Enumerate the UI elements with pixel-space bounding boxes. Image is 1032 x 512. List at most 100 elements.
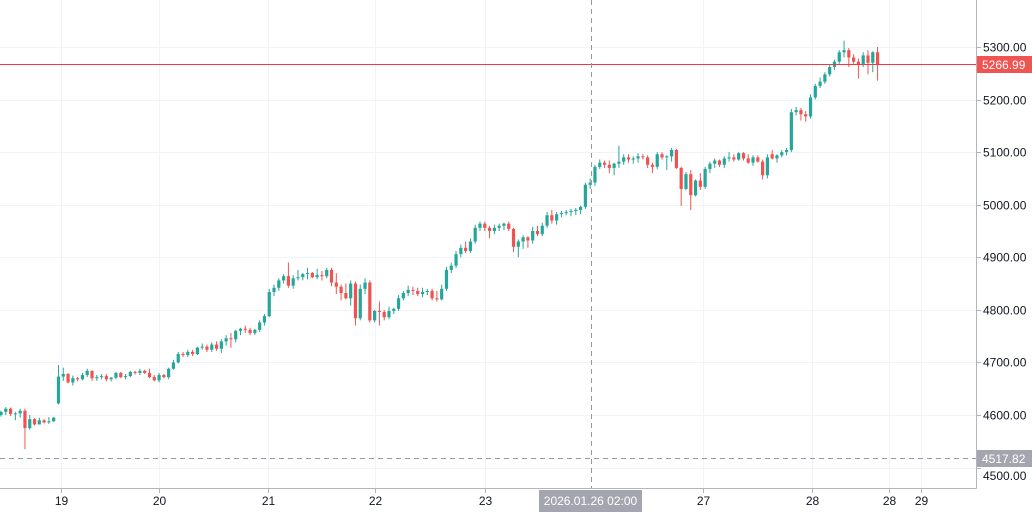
candle: [114, 371, 118, 380]
candle-body: [813, 85, 817, 98]
candle-body: [262, 316, 267, 323]
candle: [99, 373, 104, 380]
candle-body: [852, 57, 856, 62]
candle-body: [842, 50, 846, 53]
candle-body: [315, 275, 319, 278]
candle-body: [449, 265, 453, 270]
candle-body: [492, 227, 496, 231]
candle: [56, 365, 61, 405]
candle: [90, 370, 94, 381]
candle: [679, 166, 683, 206]
candle: [353, 281, 358, 326]
candle: [301, 273, 305, 281]
candle-body: [765, 157, 769, 176]
candle-body: [214, 344, 219, 349]
candle: [243, 325, 247, 333]
candle-body: [626, 157, 631, 160]
candle-body: [4, 408, 8, 412]
candle: [578, 205, 583, 215]
candle: [104, 373, 108, 382]
candle: [195, 346, 199, 356]
candle: [162, 373, 166, 379]
candle: [574, 207, 578, 216]
candle-body: [737, 153, 741, 160]
candle: [363, 278, 367, 295]
candle: [449, 262, 453, 274]
candle: [382, 309, 386, 321]
candle: [8, 407, 13, 417]
candle-body: [382, 311, 386, 318]
candle: [401, 290, 405, 301]
candle: [282, 274, 286, 284]
candle-body: [789, 112, 793, 151]
candle-body: [258, 322, 262, 330]
candle-body: [238, 328, 243, 331]
candle-body: [310, 273, 314, 278]
candle-body: [756, 157, 760, 162]
candle-body: [483, 223, 487, 228]
candle: [813, 83, 817, 100]
price-tick-label: 4800.00: [983, 304, 1027, 318]
candle: [492, 224, 496, 235]
candle: [229, 332, 233, 348]
candle: [234, 329, 238, 343]
candle-body: [444, 269, 449, 289]
candle-body: [277, 280, 281, 288]
candle: [430, 288, 434, 301]
candle-body: [535, 230, 540, 235]
candle: [823, 72, 827, 84]
candle-body: [282, 276, 286, 281]
candle-body: [109, 377, 113, 380]
time-axis[interactable]: [0, 489, 976, 512]
candle: [123, 373, 128, 380]
candle: [717, 159, 722, 167]
candle: [214, 341, 219, 351]
candle: [665, 155, 669, 171]
price-axis[interactable]: [976, 0, 1032, 512]
candle: [406, 285, 410, 297]
candle: [478, 221, 482, 231]
candle: [420, 287, 425, 298]
candle-body: [119, 372, 123, 378]
candle-body: [665, 156, 669, 158]
candle: [66, 372, 70, 384]
candle: [713, 158, 717, 168]
candle: [444, 266, 449, 291]
candle: [109, 377, 113, 382]
candle: [550, 209, 554, 224]
price-tick-label: 4600.00: [983, 409, 1027, 423]
candle-body: [708, 163, 712, 169]
candle: [583, 182, 587, 209]
crosshair-time-badge: 2026.01.26 02:00: [539, 490, 642, 512]
candle-body: [301, 274, 305, 278]
candle: [76, 377, 80, 382]
candle: [13, 411, 17, 421]
candle-body: [286, 276, 290, 286]
candle: [828, 64, 832, 77]
candle-body: [655, 154, 659, 167]
price-tick-label: 5300.00: [983, 41, 1027, 55]
candle-body: [641, 156, 645, 158]
candle-body: [468, 241, 473, 251]
candle-body: [703, 168, 707, 187]
candle: [23, 408, 27, 450]
candle: [784, 147, 789, 156]
candle: [80, 372, 85, 381]
candle-body: [693, 180, 698, 196]
candle-body: [511, 228, 516, 247]
candle: [646, 155, 650, 168]
candle-body: [732, 157, 736, 160]
candle: [847, 48, 851, 67]
candle-body: [171, 362, 176, 369]
candle-body: [454, 254, 458, 266]
last-price-badge: 5266.99: [977, 56, 1032, 73]
candle-body: [329, 269, 334, 283]
candle-body: [440, 288, 444, 300]
crosshair-price-badge-background: [977, 450, 1032, 467]
candle: [425, 288, 429, 296]
candle-body: [847, 50, 851, 58]
candle: [737, 152, 741, 161]
candle-body: [741, 153, 746, 159]
candle-body: [296, 277, 300, 279]
